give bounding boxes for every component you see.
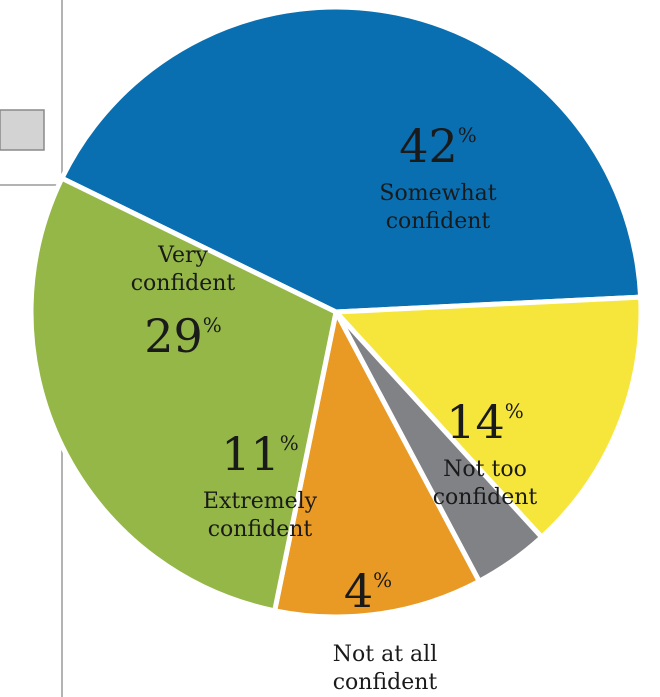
slice-percent-somewhat-confident: 42% <box>399 119 477 173</box>
slice-category-label-line: confident <box>433 485 538 510</box>
slice-category-label-line: confident <box>333 670 438 695</box>
slice-category-label-line: confident <box>131 271 236 296</box>
slice-category-label-line: Not too <box>443 457 527 482</box>
slice-percent-not-too-confident: 14% <box>446 395 524 449</box>
slice-percent-not-at-all-confident: 4% <box>344 564 392 618</box>
slice-category-label-line: Extremely <box>203 489 318 514</box>
slice-somewhat-confident <box>59 4 644 315</box>
slice-percent-extremely-confident: 11% <box>221 427 299 481</box>
label-extremely-confident: 11% Extremely confident <box>203 427 318 542</box>
slice-percent-very-confident: 29% <box>144 309 222 363</box>
slice-very-confident <box>28 175 339 614</box>
label-somewhat-confident: 42% Somewhat confident <box>379 119 496 234</box>
slice-category-label-line: Somewhat <box>379 181 496 206</box>
slice-not-too-confident <box>333 294 644 540</box>
slice-category-label-line: Not at all <box>333 642 437 667</box>
label-not-at-all-confident: 4% Not at all confident <box>333 564 438 695</box>
pie-slices <box>28 4 644 620</box>
slice-extremely-confident <box>272 309 482 620</box>
slice-category-label-line: confident <box>208 517 313 542</box>
label-not-too-confident: 14% Not too confident <box>433 395 538 510</box>
label-very-confident: Very confident 29% <box>131 243 236 363</box>
slice-category-label-line: Very <box>157 243 208 268</box>
slice-category-label-line: confident <box>386 209 491 234</box>
